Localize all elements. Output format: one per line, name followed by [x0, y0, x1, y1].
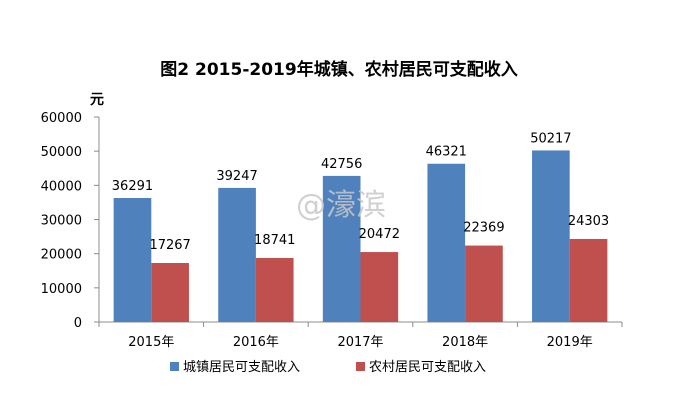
bar	[322, 175, 361, 322]
data-label: 39247	[216, 169, 257, 184]
watermark: @濠滨	[296, 188, 386, 223]
x-tick-label: 2015年	[128, 335, 174, 350]
y-axis-unit-label: 元	[90, 92, 104, 108]
bar	[569, 238, 608, 322]
y-tick-label: 20000	[41, 248, 82, 263]
data-label: 42756	[321, 157, 362, 172]
legend-label: 城镇居民可支配收入	[183, 360, 300, 375]
y-tick-label: 40000	[41, 179, 82, 194]
y-tick-label: 30000	[41, 214, 82, 229]
data-label: 17267	[149, 238, 190, 253]
x-tick-label: 2016年	[233, 335, 279, 350]
y-tick-label: 0	[74, 316, 82, 331]
x-tick-label: 2017年	[337, 335, 383, 350]
bar	[255, 257, 294, 322]
axes: 0 10000 20000 30000 40000 50000 60000 2015年 2016…	[41, 111, 623, 350]
data-label: 36291	[112, 179, 153, 194]
data-label: 24303	[568, 214, 609, 229]
bar	[360, 252, 399, 322]
data-label: 46321	[426, 145, 467, 160]
bar	[151, 263, 189, 322]
bar	[465, 245, 503, 322]
bar	[113, 198, 152, 322]
legend-label: 农村居民可支配收入	[369, 360, 486, 375]
data-label: 50217	[530, 131, 571, 146]
bar	[532, 150, 570, 322]
bars	[113, 150, 608, 322]
data-label: 20472	[359, 227, 400, 242]
legend-swatch	[170, 362, 179, 371]
legend-swatch	[356, 362, 365, 371]
data-label: 22369	[463, 221, 504, 236]
data-labels: 36291 39247 42756 46321 50217 17267 18741 20472…	[112, 131, 609, 253]
x-tick-label: 2018年	[442, 335, 488, 350]
y-tick-label: 60000	[41, 111, 82, 126]
y-tick-label: 50000	[41, 145, 82, 160]
data-label: 18741	[254, 233, 295, 248]
y-tick-label: 10000	[41, 282, 82, 297]
legend: 城镇居民可支配收入 农村居民可支配收入	[170, 360, 486, 375]
bar	[218, 187, 256, 322]
x-tick-label: 2019年	[547, 335, 593, 350]
bar	[427, 163, 466, 322]
chart-title: 图2 2015-2019年城镇、农村居民可支配收入	[160, 59, 517, 80]
